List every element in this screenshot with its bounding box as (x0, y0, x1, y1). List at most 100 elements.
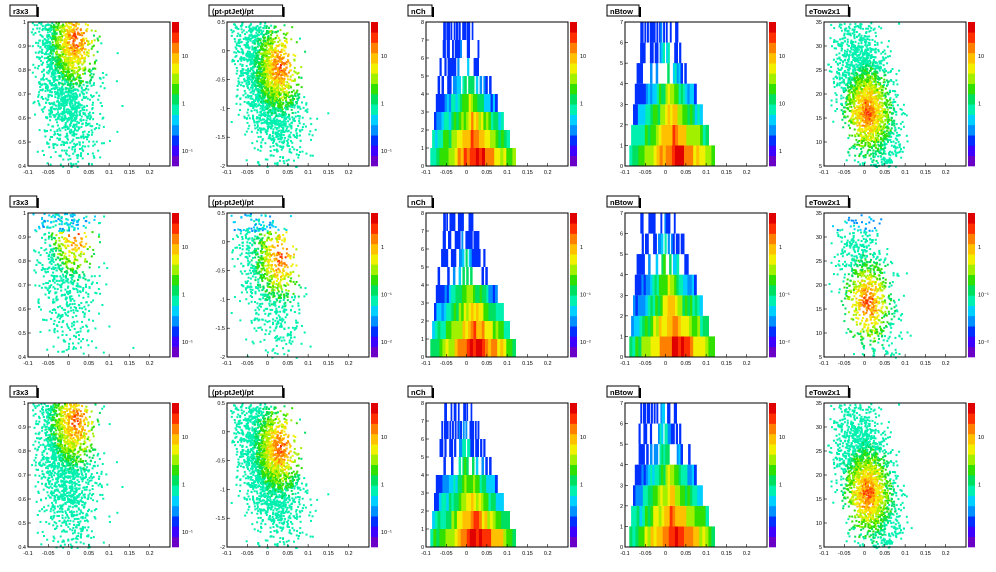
density-point (230, 29, 233, 31)
density-point (262, 39, 265, 42)
density-point (79, 84, 82, 87)
density-point (282, 102, 284, 105)
density-point (253, 56, 256, 59)
density-point (254, 28, 257, 30)
density-point (246, 72, 249, 75)
density-point (77, 127, 80, 130)
density-point (67, 22, 70, 25)
histogram-cell (445, 148, 450, 166)
density-point (74, 24, 77, 27)
density-point (38, 102, 41, 105)
density-point (256, 33, 259, 36)
density-point (50, 88, 53, 90)
x-tick-label: 0 (465, 170, 468, 176)
density-point (62, 31, 65, 34)
density-point (894, 126, 897, 129)
density-point (276, 77, 279, 80)
density-point (269, 109, 272, 111)
density-point (237, 27, 240, 30)
x-tick-label: -0.1 (222, 170, 231, 176)
density-point (230, 34, 233, 37)
density-point (71, 99, 74, 102)
density-point (239, 41, 242, 44)
density-point (290, 103, 293, 106)
density-point (73, 30, 76, 33)
density-point (255, 109, 258, 112)
density-point (254, 60, 256, 63)
density-point (55, 69, 58, 72)
density-point (283, 36, 286, 39)
density-point (100, 42, 103, 45)
density-point (275, 113, 278, 116)
density-point (69, 124, 72, 127)
density-point (71, 73, 74, 76)
density-point (50, 94, 53, 97)
density-point (282, 87, 284, 90)
density-point (306, 108, 309, 111)
density-point (84, 96, 86, 99)
density-point (275, 121, 278, 124)
density-point (64, 64, 67, 67)
density-point (52, 56, 55, 59)
density-point (95, 140, 98, 143)
density-point (242, 29, 245, 32)
density-point (76, 33, 79, 36)
density-point (53, 29, 56, 32)
histogram-cell (458, 40, 461, 58)
density-point (240, 56, 243, 59)
density-point (41, 29, 44, 32)
density-point (290, 125, 292, 128)
density-point (75, 133, 78, 136)
density-point (250, 67, 253, 70)
density-point (276, 45, 279, 48)
density-point (82, 69, 85, 72)
density-point (258, 51, 261, 54)
density-point (876, 41, 879, 44)
density-point (65, 36, 68, 39)
density-point (285, 103, 288, 106)
density-point (254, 34, 257, 37)
density-point (279, 105, 282, 108)
histogram-cell (433, 148, 437, 166)
density-point (293, 94, 296, 97)
density-point (284, 136, 287, 139)
density-point (304, 50, 307, 53)
density-point (76, 120, 79, 123)
color-bar-segment (570, 83, 577, 95)
density-point (245, 41, 248, 44)
histogram-cell (506, 130, 510, 148)
density-point (55, 25, 58, 28)
z-tick-label: 1 (779, 149, 782, 155)
histogram-cell (661, 124, 665, 146)
density-point (271, 53, 274, 56)
density-point (82, 89, 85, 92)
x-axis: -0.1 -0.05 0 0.05 0.1 0.15 0.2 (421, 163, 552, 176)
density-point (835, 84, 838, 87)
density-point (82, 83, 85, 86)
density-point (73, 26, 76, 29)
density-point (256, 104, 259, 107)
density-point (93, 143, 96, 146)
density-point (59, 46, 62, 49)
density-point (274, 31, 277, 34)
density-point (66, 33, 69, 36)
density-point (56, 50, 58, 53)
density-point (273, 101, 276, 104)
density-point (267, 93, 269, 96)
density-point (86, 28, 89, 31)
density-point (270, 33, 273, 36)
density-point (69, 59, 72, 62)
density-point (271, 120, 274, 123)
density-point (278, 56, 281, 58)
density-point (254, 50, 257, 53)
density-point (57, 114, 60, 117)
density-point (256, 51, 259, 54)
x-tick-label: 0.2 (345, 170, 353, 176)
density-point (248, 81, 251, 84)
density-point (271, 31, 274, 34)
density-point (288, 115, 291, 117)
density-point (274, 73, 277, 76)
density-point (54, 66, 57, 69)
plot-marks (827, 22, 909, 168)
density-point (316, 117, 319, 120)
